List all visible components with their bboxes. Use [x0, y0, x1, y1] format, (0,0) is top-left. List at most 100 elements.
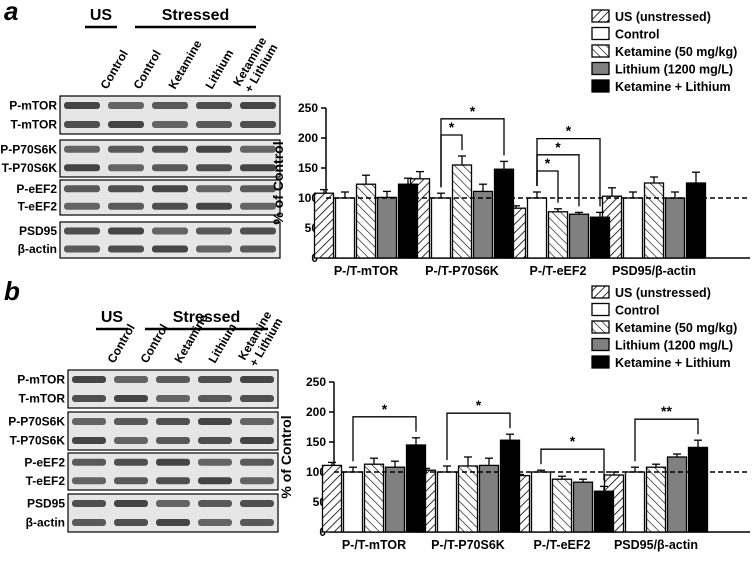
bar	[436, 471, 458, 533]
group-label: US	[90, 7, 113, 24]
blot-band	[152, 227, 188, 235]
blot-band	[240, 477, 274, 485]
blot-band	[198, 376, 232, 383]
blot-band	[198, 458, 232, 466]
blot-band	[114, 477, 148, 485]
significance-label: *	[470, 103, 476, 119]
significance-bracket	[446, 412, 511, 460]
y-tick-label: 200	[298, 131, 318, 145]
bar	[342, 471, 364, 533]
y-tick-label: 200	[306, 405, 326, 419]
bar	[643, 182, 665, 259]
lane-label-line: Lithium	[205, 321, 239, 366]
blot-band	[196, 227, 232, 235]
panel-letter: b	[4, 276, 20, 306]
blot-band	[64, 164, 100, 172]
y-tick-label: 250	[298, 101, 318, 115]
x-tick-label: P-/T-P70S6K	[431, 538, 505, 552]
blot-row-label: PSD95	[19, 224, 57, 238]
blot-row-label: β-actin	[26, 516, 65, 530]
blot-band	[240, 395, 274, 402]
blot-band	[114, 418, 148, 425]
bar	[376, 196, 398, 259]
blot-band	[108, 102, 144, 109]
blot-box	[59, 221, 281, 259]
legend-swatch	[591, 285, 610, 299]
bar	[664, 197, 686, 259]
blot-band	[72, 519, 106, 526]
blot-band	[72, 458, 106, 466]
bar	[451, 164, 473, 259]
blot-band	[64, 102, 100, 109]
blot-band	[240, 458, 274, 466]
blot-row-label: T-mTOR	[19, 392, 66, 406]
blot-band	[108, 121, 144, 128]
blot-band	[108, 164, 144, 172]
blot-band	[72, 437, 106, 444]
bar	[685, 182, 707, 259]
blot-row-label: P-eEF2	[16, 182, 57, 196]
significance-label: *	[570, 433, 576, 449]
blot-band	[240, 227, 276, 235]
blot-band	[196, 164, 232, 172]
group-label: US	[101, 309, 124, 326]
blot-band	[152, 164, 188, 172]
significance-label: *	[476, 397, 482, 413]
x-tick-label: P-/T-mTOR	[342, 538, 406, 552]
legend-swatch	[591, 9, 610, 23]
x-tick-label: P-/T-P70S6K	[425, 264, 499, 278]
y-tick-label: 150	[298, 161, 318, 175]
bar	[355, 183, 377, 259]
y-axis-label: % of Control	[278, 415, 294, 498]
blot-band	[196, 202, 232, 210]
bar	[589, 216, 611, 259]
lane-label-line: Control	[97, 48, 130, 92]
legend-swatch	[591, 355, 610, 369]
legend-swatch	[591, 79, 610, 93]
blot-band	[240, 418, 274, 425]
blot-band	[108, 145, 144, 153]
bar	[526, 197, 548, 259]
significance-label: *	[449, 119, 455, 135]
blot-box	[67, 452, 279, 491]
blot-band	[240, 121, 276, 128]
blot-band	[108, 185, 144, 193]
blot-row-label: T-eEF2	[18, 199, 58, 213]
blot-row-label: P-P70S6K	[8, 415, 65, 429]
legend-label: Lithium (1200 mg/L)	[615, 339, 733, 353]
blot-band	[64, 227, 100, 235]
blot-box	[59, 139, 281, 178]
x-tick-label: PSD95/β-actin	[614, 538, 698, 552]
x-tick-label: P-/T-eEF2	[530, 264, 587, 278]
blot-band	[198, 519, 232, 526]
blot-row-label: β-actin	[18, 242, 57, 256]
significance-bracket	[540, 448, 605, 481]
x-tick-label: P-/T-eEF2	[534, 538, 591, 552]
blot-band	[196, 185, 232, 193]
blot-band	[64, 245, 100, 253]
blot-band	[114, 395, 148, 402]
blot-band	[196, 145, 232, 153]
group-label: Stressed	[173, 309, 241, 326]
legend-swatch	[591, 302, 610, 317]
blot-band	[196, 245, 232, 253]
lane-label: Ketamine+ Lithium	[235, 308, 286, 369]
blot-band	[64, 185, 100, 193]
blot-band	[72, 500, 106, 507]
blot-band	[72, 376, 106, 383]
blot-band	[72, 395, 106, 402]
blot-row-label: T-mTOR	[11, 118, 58, 132]
significance-label: *	[382, 401, 388, 417]
legend-swatch	[591, 61, 610, 76]
significance-bracket	[352, 416, 417, 462]
blot-band	[114, 376, 148, 383]
blot-band	[156, 418, 190, 425]
blot-band	[156, 437, 190, 444]
bar	[363, 463, 385, 533]
lane-label-line: Control	[137, 322, 170, 366]
blot-band	[152, 102, 188, 109]
blot-band	[156, 500, 190, 507]
y-tick-label: 100	[306, 465, 326, 479]
legend-swatch	[591, 337, 610, 352]
